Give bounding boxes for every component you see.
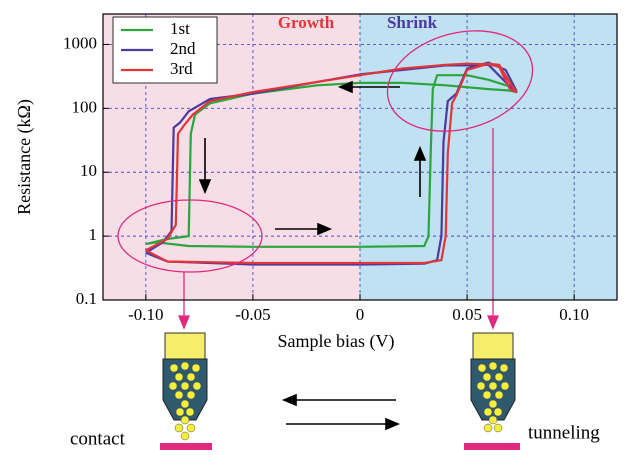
tip-tunneling (464, 333, 520, 450)
y-tick-label: 10 (80, 161, 97, 180)
transition-arrows (284, 395, 398, 429)
x-axis-label: Sample bias (V) (278, 331, 395, 352)
legend-label: 1st (170, 19, 190, 38)
chart: 1st2nd3rd Growth Shrink Sample bias (V) … (0, 0, 634, 455)
y-axis-label: Resistance (kΩ) (14, 99, 35, 215)
contact-label: contact (70, 428, 126, 449)
tunneling-label: tunneling (528, 422, 600, 443)
x-tick-label: -0.05 (235, 305, 270, 324)
legend-label: 2nd (170, 39, 196, 58)
shrink-label: Shrink (387, 13, 438, 32)
y-tick-label: 1 (89, 225, 98, 244)
y-tick-label: 100 (72, 97, 98, 116)
x-tick-label: 0.05 (452, 305, 482, 324)
legend-label: 3rd (170, 59, 193, 78)
y-tick-label: 1000 (63, 33, 97, 52)
x-tick-label: 0.10 (559, 305, 589, 324)
positive-region (360, 14, 617, 300)
tip-contact (160, 333, 212, 450)
growth-label: Growth (278, 13, 335, 32)
x-tick-label: -0.10 (128, 305, 163, 324)
y-tick-label: 0.1 (76, 289, 97, 308)
x-tick-label: 0 (356, 305, 365, 324)
